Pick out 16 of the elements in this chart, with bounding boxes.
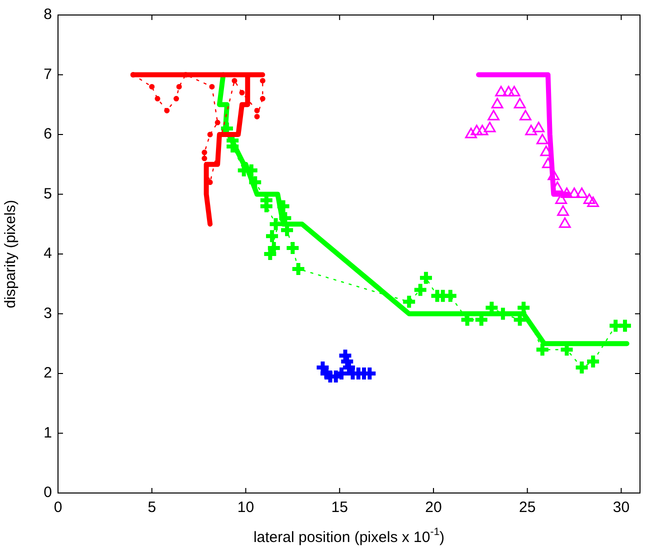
y-axis-title: disparity (pixels) [2, 200, 20, 308]
y-tick-label: 7 [44, 66, 52, 83]
x-tick-label: 15 [331, 499, 348, 516]
y-tick-label: 0 [44, 484, 52, 502]
y-tick-label: 8 [44, 6, 52, 24]
y-tick-label: 3 [44, 304, 52, 322]
y-tick-label: 6 [44, 126, 52, 143]
y-tick-label: 2 [44, 364, 52, 382]
x-tick-label: 30 [612, 499, 630, 516]
y-tick-label: 4 [44, 245, 52, 262]
y-tick-label: 1 [44, 424, 52, 442]
x-tick-label: 25 [519, 499, 536, 516]
x-tick-label: 20 [425, 499, 442, 516]
x-tick-label: 5 [148, 499, 156, 516]
y-tick-label: 5 [44, 185, 52, 202]
x-tick-label: 10 [237, 499, 254, 516]
